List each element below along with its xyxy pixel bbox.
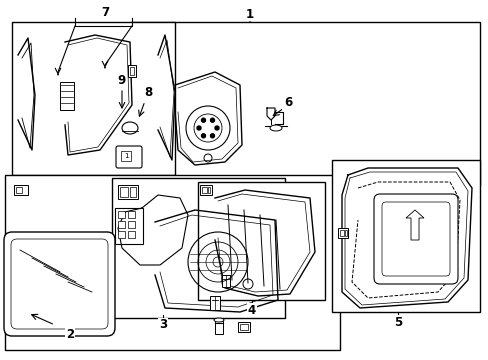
Bar — [128, 211, 135, 218]
Bar — [112, 178, 285, 318]
Text: 1: 1 — [123, 153, 128, 159]
Circle shape — [201, 134, 205, 138]
Bar — [130, 187, 136, 197]
Bar — [130, 22, 479, 185]
Bar — [207, 187, 209, 193]
Bar — [128, 231, 135, 238]
FancyBboxPatch shape — [11, 239, 108, 329]
Bar — [202, 187, 206, 193]
Text: 3: 3 — [159, 319, 167, 332]
Bar — [209, 296, 220, 310]
Bar — [115, 208, 142, 244]
Text: 9: 9 — [118, 73, 126, 86]
Bar — [198, 182, 325, 300]
Bar — [118, 211, 125, 218]
Bar — [128, 65, 136, 77]
Text: 4: 4 — [247, 303, 256, 316]
Bar — [118, 185, 138, 199]
FancyArrow shape — [405, 210, 423, 240]
FancyBboxPatch shape — [4, 232, 115, 336]
Bar — [238, 322, 249, 332]
Bar — [12, 22, 175, 175]
Bar — [60, 82, 74, 110]
Bar — [339, 230, 343, 236]
Text: 1: 1 — [245, 8, 254, 21]
Bar — [345, 230, 346, 236]
Bar — [200, 185, 212, 195]
Text: 7: 7 — [101, 6, 109, 19]
Bar — [5, 175, 339, 350]
Bar — [222, 275, 229, 287]
Circle shape — [210, 134, 214, 138]
Bar — [130, 67, 134, 75]
Text: 5: 5 — [393, 315, 401, 328]
Bar — [215, 320, 223, 334]
Bar — [118, 231, 125, 238]
Bar — [16, 187, 22, 193]
Bar — [128, 221, 135, 228]
Text: 8: 8 — [143, 86, 152, 99]
Bar — [14, 185, 28, 195]
Ellipse shape — [269, 125, 282, 131]
Circle shape — [215, 126, 219, 130]
Bar — [337, 228, 347, 238]
Text: 6: 6 — [284, 95, 291, 108]
Bar — [331, 160, 479, 312]
FancyBboxPatch shape — [381, 202, 449, 276]
Circle shape — [201, 118, 205, 122]
Bar — [240, 324, 247, 330]
Bar — [118, 221, 125, 228]
Bar — [120, 187, 128, 197]
Ellipse shape — [122, 122, 138, 134]
Circle shape — [210, 118, 214, 122]
Circle shape — [197, 126, 201, 130]
FancyBboxPatch shape — [116, 146, 142, 168]
Text: 2: 2 — [66, 328, 74, 341]
Ellipse shape — [214, 318, 224, 322]
FancyBboxPatch shape — [373, 194, 457, 284]
Bar — [121, 151, 131, 161]
